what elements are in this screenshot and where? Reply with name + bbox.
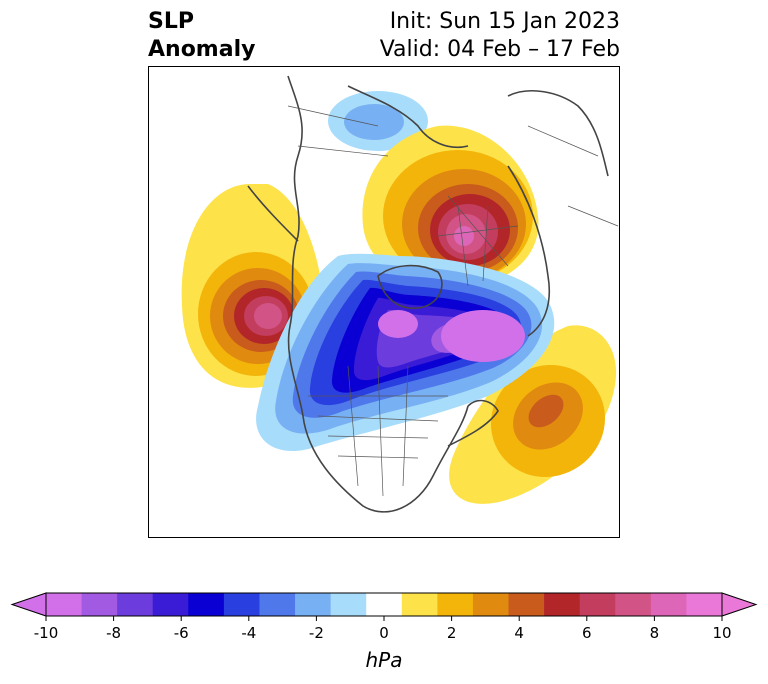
colorbar-swatch xyxy=(579,593,616,616)
anomaly-high-central-atlantic xyxy=(449,325,617,504)
colorbar-swatch xyxy=(650,593,687,616)
map-dates: Init: Sun 15 Jan 2023 Valid: 04 Feb – 17… xyxy=(380,8,620,64)
colorbar-tick-label: 6 xyxy=(582,624,592,642)
colorbar-swatch xyxy=(508,593,545,616)
colorbar-swatch xyxy=(472,593,510,616)
colorbar-swatch xyxy=(686,593,723,616)
title-variable: SLP xyxy=(148,9,194,34)
map-frame xyxy=(148,66,620,538)
colorbar-swatch xyxy=(330,593,367,616)
colorbar-over-arrow xyxy=(721,592,758,617)
colorbar-swatch xyxy=(81,593,118,616)
colorbar-swatch xyxy=(46,593,83,616)
colorbar-unit: hPa xyxy=(366,648,403,672)
colorbar-swatch xyxy=(295,593,332,616)
colorbar-swatch xyxy=(152,593,189,616)
colorbar-swatch xyxy=(544,593,581,616)
colorbar-swatch xyxy=(223,593,260,616)
colorbar: -10 -8 -6 -4 -2 0 2 4 6 8 10 hPa xyxy=(10,592,758,672)
colorbar-tick-label: 0 xyxy=(379,624,389,642)
init-date: Init: Sun 15 Jan 2023 xyxy=(389,9,620,34)
anomaly-high-north-atlantic-eurasia xyxy=(362,125,539,289)
slp-anomaly-map xyxy=(148,66,620,538)
colorbar-tick-label: -6 xyxy=(174,624,189,642)
colorbar-swatch xyxy=(366,593,403,616)
colorbar-tick-label: 2 xyxy=(447,624,457,642)
colorbar-swatch xyxy=(117,593,154,616)
political-borders xyxy=(287,105,619,497)
title-field: Anomaly xyxy=(148,37,256,62)
coastlines xyxy=(247,75,609,513)
colorbar-swatches xyxy=(10,592,758,617)
valid-range: Valid: 04 Feb – 17 Feb xyxy=(379,37,620,62)
colorbar-tick-label: -8 xyxy=(106,624,121,642)
colorbar-ticks: -10 -8 -6 -4 -2 0 2 4 6 8 10 xyxy=(34,616,732,642)
colorbar-swatch xyxy=(188,593,225,616)
colorbar-under-arrow xyxy=(10,592,47,617)
colorbar-tick-label: 8 xyxy=(650,624,660,642)
colorbar-swatch xyxy=(259,593,296,616)
anomaly-low-northeast-asia xyxy=(328,91,428,151)
colorbar-swatch xyxy=(401,593,438,616)
colorbar-swatch xyxy=(615,593,652,616)
colorbar-swatch xyxy=(437,593,474,616)
colorbar-tick-label: -2 xyxy=(309,624,324,642)
colorbar-tick-label: -4 xyxy=(241,624,256,642)
map-title: SLP Anomaly xyxy=(148,8,255,64)
colorbar-tick-label: 4 xyxy=(514,624,524,642)
colorbar-tick-label: 10 xyxy=(712,624,731,642)
anomaly-low-canada-greenland xyxy=(256,253,555,452)
colorbar-tick-label: -10 xyxy=(34,624,59,642)
